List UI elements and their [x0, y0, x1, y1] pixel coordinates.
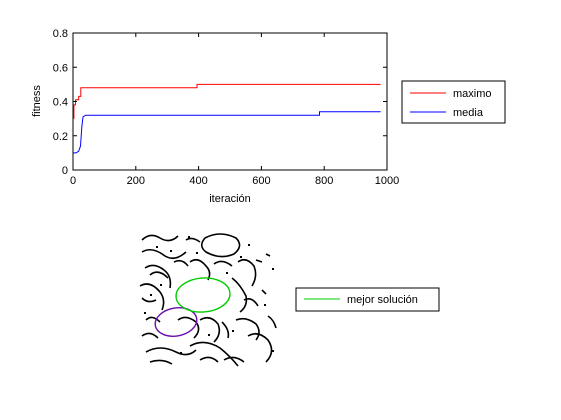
- plot-area: [72, 32, 388, 171]
- edge-image: [139, 228, 280, 370]
- legend-box: [401, 80, 506, 124]
- candidate-ellipse: [154, 307, 198, 337]
- x-tick-label: 600: [252, 175, 270, 187]
- x-tick-label: 800: [315, 175, 333, 187]
- edge-specks: [144, 236, 274, 354]
- y-tick-label: 0: [62, 165, 68, 177]
- edge-strokes: [139, 233, 277, 367]
- y-tick-label: 0.4: [53, 97, 68, 109]
- legend-label-media: media: [453, 107, 484, 119]
- fitness-chart: 0 200 400 600 800 1000 0 0.2 0.4 0.6 0.8 iteración…: [31, 28, 399, 205]
- ticks-layer: 0 200 400 600 800 1000 0 0.2 0.4 0.6 0.8: [53, 28, 400, 187]
- x-axis-label: iteración: [209, 193, 251, 205]
- chart-legend: maximo media: [401, 80, 506, 124]
- series-layer: [73, 83, 381, 154]
- series-line-maximo: [73, 83, 381, 120]
- legend-label-maximo: maximo: [453, 88, 492, 100]
- image-legend-box: [295, 287, 440, 312]
- y-tick-label: 0.8: [53, 28, 68, 40]
- x-tick-label: 400: [189, 175, 207, 187]
- image-legend: mejor solución: [295, 287, 440, 312]
- x-tick-label: 200: [127, 175, 145, 187]
- series-line-media: [73, 111, 381, 154]
- y-tick-label: 0.6: [53, 62, 68, 74]
- y-axis-label: fitness: [31, 85, 43, 117]
- y-tick-label: 0.2: [53, 131, 68, 143]
- x-tick-label: 0: [70, 175, 76, 187]
- legend-label-mejor-solucion: mejor solución: [347, 294, 418, 306]
- x-tick-label: 1000: [375, 175, 399, 187]
- best-solution-ellipse: [175, 277, 231, 313]
